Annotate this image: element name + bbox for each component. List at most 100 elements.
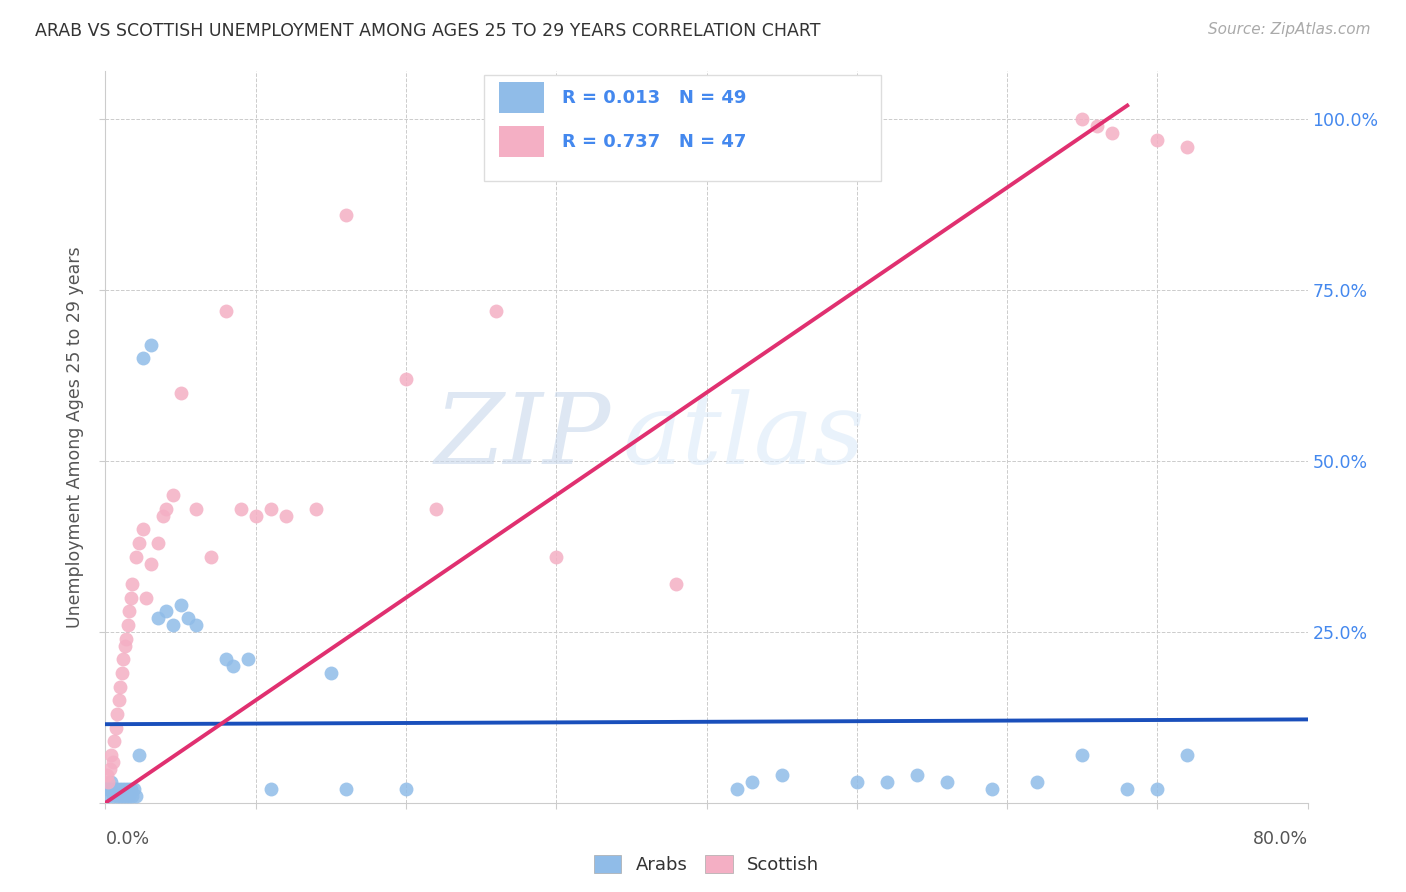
Point [981,782,1004,797]
Point [177,611,200,625]
Y-axis label: Unemployment Among Ages 25 to 29 years: Unemployment Among Ages 25 to 29 years [66,246,84,628]
Point [546,549,568,564]
Point [155,604,177,618]
Point [1146,133,1168,147]
Point [96,768,118,782]
Point [120,591,142,605]
Point [108,782,131,797]
Point [98,762,121,776]
FancyBboxPatch shape [484,75,880,181]
Point [100,747,122,762]
Text: R = 0.737   N = 47: R = 0.737 N = 47 [562,133,747,151]
Text: Source: ZipAtlas.com: Source: ZipAtlas.com [1208,22,1371,37]
Point [111,782,134,797]
Text: ZIP: ZIP [434,390,610,484]
Point [200,549,222,564]
FancyBboxPatch shape [499,126,544,157]
Point [1116,782,1139,797]
Point [162,488,184,502]
Point [222,659,245,673]
Point [118,604,141,618]
Point [139,338,162,352]
Point [229,501,252,516]
Point [111,665,134,680]
Point [725,782,748,797]
Text: atlas: atlas [623,390,865,484]
Point [155,501,177,516]
Point [876,775,898,789]
Point [112,789,135,803]
Point [122,782,145,797]
Point [305,501,328,516]
Point [128,536,150,550]
Point [117,618,139,632]
Point [121,789,143,803]
Point [162,618,184,632]
Point [118,789,141,803]
Point [112,652,135,666]
Point [665,577,688,591]
Point [741,775,763,789]
Text: ARAB VS SCOTTISH UNEMPLOYMENT AMONG AGES 25 TO 29 YEARS CORRELATION CHART: ARAB VS SCOTTISH UNEMPLOYMENT AMONG AGES… [35,22,821,40]
Point [335,782,357,797]
Point [128,747,150,762]
Point [115,632,138,646]
Point [132,522,155,536]
Point [146,536,169,550]
Point [1101,126,1123,140]
Point [319,665,342,680]
Point [135,591,157,605]
Point [238,652,260,666]
Point [169,385,191,400]
Point [260,782,283,797]
Point [110,680,132,694]
Point [114,639,136,653]
Point [1026,775,1049,789]
Point [97,789,120,803]
Point [103,734,125,748]
Point [124,789,146,803]
Point [1085,119,1108,133]
Point [104,721,127,735]
Point [845,775,868,789]
Point [108,693,131,707]
Point [274,508,297,523]
Point [395,372,418,386]
Point [139,557,162,571]
Point [395,782,418,797]
Point [245,508,267,523]
Point [169,598,191,612]
Point [121,577,143,591]
Text: R = 0.013   N = 49: R = 0.013 N = 49 [562,88,747,107]
Point [905,768,928,782]
Point [214,652,236,666]
Point [770,768,793,782]
Point [1175,747,1198,762]
Point [114,782,136,797]
Point [146,611,169,625]
Legend: Arabs, Scottish: Arabs, Scottish [586,847,827,881]
Point [1146,782,1168,797]
Point [107,706,129,721]
Point [335,208,357,222]
Point [184,618,207,632]
Text: 80.0%: 80.0% [1253,830,1308,847]
Point [96,782,118,797]
Point [124,549,146,564]
Point [214,303,236,318]
Point [485,303,508,318]
Point [104,782,127,797]
Point [98,782,121,797]
Point [1071,747,1094,762]
Point [1071,112,1094,127]
Point [100,775,122,789]
FancyBboxPatch shape [499,82,544,113]
Point [184,501,207,516]
Point [120,782,142,797]
Point [103,782,125,797]
Point [936,775,959,789]
Point [97,775,120,789]
Point [260,501,283,516]
Point [132,351,155,366]
Point [101,755,124,769]
